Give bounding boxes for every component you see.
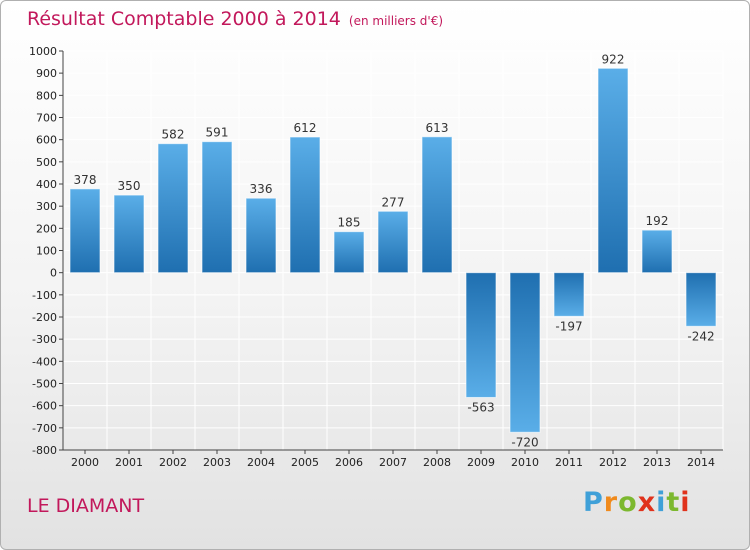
bar-2009 xyxy=(465,272,497,398)
y-tick-label: 700 xyxy=(36,112,57,125)
data-label-2014: -242 xyxy=(687,329,714,343)
x-tick-label-2007: 2007 xyxy=(379,456,407,469)
y-tick-label: 500 xyxy=(36,156,57,169)
data-label-2012: 922 xyxy=(602,52,625,66)
bar-2005 xyxy=(289,136,321,274)
bar-2010 xyxy=(509,272,541,433)
x-tick-label-2001: 2001 xyxy=(115,456,143,469)
chart-title: Résultat Comptable 2000 à 2014 (en millie… xyxy=(27,8,443,30)
data-labels: 378 350 582 591 336 612 185 277 613 -563 -720 -197 9… xyxy=(74,52,715,449)
y-tick-label: 0 xyxy=(50,267,57,280)
bar-2014 xyxy=(685,272,717,327)
proxiti-logo[interactable]: Proxiti xyxy=(583,487,691,518)
data-label-2001: 350 xyxy=(118,179,141,193)
y-tick-label: 600 xyxy=(36,134,57,147)
x-tick-label-2002: 2002 xyxy=(159,456,187,469)
x-tick-label-2003: 2003 xyxy=(203,456,231,469)
title-text: Résultat Comptable 2000 à 2014 xyxy=(27,8,341,30)
bar-2011 xyxy=(553,272,585,317)
bar-2006 xyxy=(333,231,365,274)
y-tick-label: 1000 xyxy=(29,45,57,58)
y-tick-label: -400 xyxy=(32,355,57,368)
data-label-2005: 612 xyxy=(294,121,317,135)
y-tick-label: -700 xyxy=(32,422,57,435)
logo-letter: o xyxy=(618,487,638,518)
y-tick-label: -500 xyxy=(32,378,57,391)
logo-letter: x xyxy=(637,487,657,518)
bar-2000 xyxy=(69,188,101,274)
y-tick-label: 100 xyxy=(36,245,57,258)
x-tick-label-2009: 2009 xyxy=(467,456,495,469)
data-label-2008: 613 xyxy=(426,121,449,135)
x-tick-label-2012: 2012 xyxy=(599,456,627,469)
logo-letter: t xyxy=(666,487,681,518)
data-label-2010: -720 xyxy=(511,435,538,449)
bar-2008 xyxy=(421,136,453,274)
y-tick-label: -800 xyxy=(32,444,57,457)
data-label-2004: 336 xyxy=(250,182,273,196)
data-label-2002: 582 xyxy=(162,128,185,142)
y-tick-label: -600 xyxy=(32,400,57,413)
data-label-2000: 378 xyxy=(74,173,97,187)
x-tick-label-2005: 2005 xyxy=(291,456,319,469)
data-label-2011: -197 xyxy=(555,319,582,333)
logo-letter: P xyxy=(583,487,604,518)
x-tick-label-2010: 2010 xyxy=(511,456,539,469)
data-label-2013: 192 xyxy=(646,214,669,228)
x-tick-label-2006: 2006 xyxy=(335,456,363,469)
bar-2012 xyxy=(597,67,629,274)
y-tick-label: 800 xyxy=(36,89,57,102)
y-tick-label: -200 xyxy=(32,311,57,324)
x-tick-label-2011: 2011 xyxy=(555,456,583,469)
x-tick-label-2004: 2004 xyxy=(247,456,275,469)
logo-letter: i xyxy=(680,487,691,518)
bar-2003 xyxy=(201,141,233,274)
bar-2002 xyxy=(157,143,189,274)
y-tick-label: 300 xyxy=(36,200,57,213)
y-tick-label: 900 xyxy=(36,67,57,80)
bar-2004 xyxy=(245,197,277,274)
logo-letter: r xyxy=(603,487,619,518)
x-tick-label-2008: 2008 xyxy=(423,456,451,469)
bar-2007 xyxy=(377,210,409,274)
logo-letter: i xyxy=(656,487,667,518)
x-tick-label-2014: 2014 xyxy=(687,456,715,469)
bars xyxy=(69,67,717,433)
unit-label: (en milliers d'€) xyxy=(348,14,444,28)
data-label-2009: -563 xyxy=(467,400,494,414)
bar-2001 xyxy=(113,194,145,274)
x-tick-label-2013: 2013 xyxy=(643,456,671,469)
y-tick-label: 200 xyxy=(36,222,57,235)
data-label-2003: 591 xyxy=(206,126,229,140)
y-tick-label: 400 xyxy=(36,178,57,191)
axes: 10009008007006005004003002001000-100-200… xyxy=(29,45,723,469)
commune-name: LE DIAMANT xyxy=(27,495,145,517)
x-tick-label-2000: 2000 xyxy=(71,456,99,469)
y-tick-label: -300 xyxy=(32,333,57,346)
y-tick-label: -100 xyxy=(32,289,57,302)
data-label-2006: 185 xyxy=(338,216,361,230)
data-label-2007: 277 xyxy=(382,195,405,209)
bar-2013 xyxy=(641,229,673,274)
